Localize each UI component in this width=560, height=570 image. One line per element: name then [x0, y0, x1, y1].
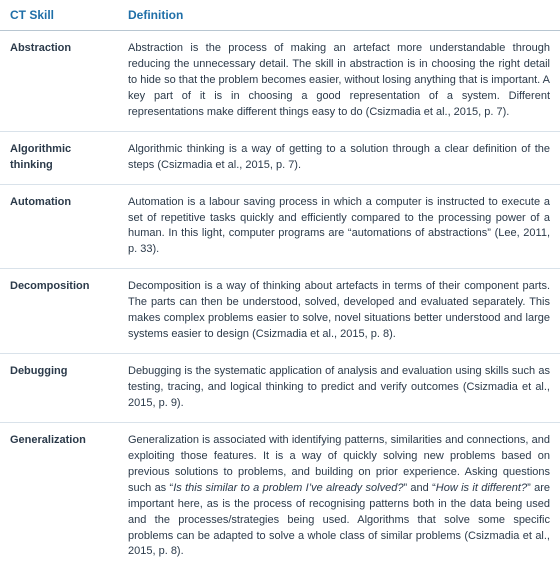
header-definition: Definition: [118, 0, 560, 31]
skill-name: Debugging: [0, 354, 118, 423]
header-skill: CT Skill: [0, 0, 118, 31]
skill-definition: Abstraction is the process of making an …: [118, 31, 560, 132]
skill-name: Automation: [0, 184, 118, 269]
skill-definition: Debugging is the systematic application …: [118, 354, 560, 423]
table-row: AutomationAutomation is a labour saving …: [0, 184, 560, 269]
ct-skills-table: CT Skill Definition AbstractionAbstracti…: [0, 0, 560, 570]
skill-name: Decomposition: [0, 269, 118, 354]
skill-name: Generalization: [0, 422, 118, 570]
skill-name: Algorithmic thinking: [0, 131, 118, 184]
table-row: GeneralizationGeneralization is associat…: [0, 422, 560, 570]
skill-definition: Decomposition is a way of thinking about…: [118, 269, 560, 354]
skill-definition: Automation is a labour saving process in…: [118, 184, 560, 269]
skill-definition: Generalization is associated with identi…: [118, 422, 560, 570]
table-row: Algorithmic thinkingAlgorithmic thinking…: [0, 131, 560, 184]
skill-definition: Algorithmic thinking is a way of getting…: [118, 131, 560, 184]
skill-name: Abstraction: [0, 31, 118, 132]
table-header-row: CT Skill Definition: [0, 0, 560, 31]
table-row: DebuggingDebugging is the systematic app…: [0, 354, 560, 423]
table-row: DecompositionDecomposition is a way of t…: [0, 269, 560, 354]
table-row: AbstractionAbstraction is the process of…: [0, 31, 560, 132]
